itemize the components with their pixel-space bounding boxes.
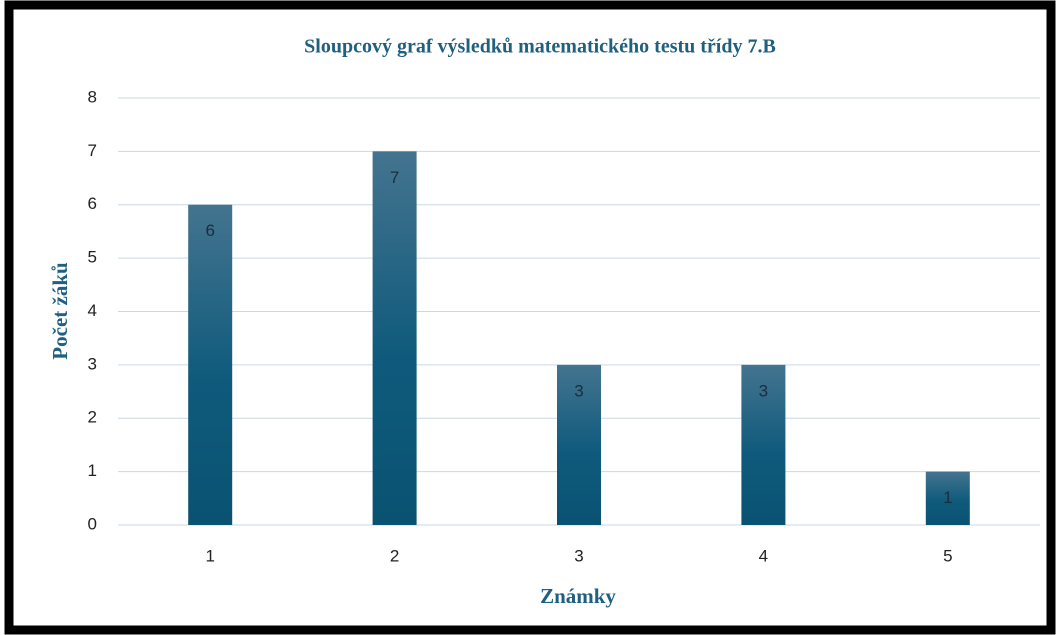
y-tick-label: 3	[88, 354, 97, 373]
bar	[372, 151, 417, 525]
bar	[557, 364, 601, 525]
data-label: 3	[574, 381, 583, 400]
data-label: 6	[205, 221, 214, 240]
x-tick-label: 1	[205, 546, 214, 565]
data-label: 3	[759, 381, 768, 400]
y-tick-label: 7	[88, 141, 97, 160]
chart-title: Sloupcový graf výsledků matematického te…	[304, 36, 776, 58]
y-tick-label: 6	[88, 194, 97, 213]
bar	[741, 364, 786, 525]
data-label: 7	[390, 168, 399, 187]
x-axis-title: Známky	[540, 584, 616, 608]
y-tick-label: 1	[88, 461, 97, 480]
frame	[4, 0, 1056, 635]
y-axis-title: Počet žáků	[48, 262, 72, 360]
x-tick-label: 3	[574, 546, 583, 565]
y-tick-label: 2	[88, 408, 97, 427]
x-tick-label: 4	[759, 546, 768, 565]
bar	[925, 471, 970, 525]
data-label: 1	[943, 488, 952, 507]
y-tick-label: 8	[88, 87, 97, 106]
x-tick-label: 5	[943, 546, 952, 565]
y-tick-label: 0	[88, 514, 97, 533]
x-tick-label: 2	[390, 546, 399, 565]
y-tick-label: 5	[88, 248, 97, 267]
bar	[188, 204, 233, 525]
y-tick-label: 4	[88, 301, 97, 320]
